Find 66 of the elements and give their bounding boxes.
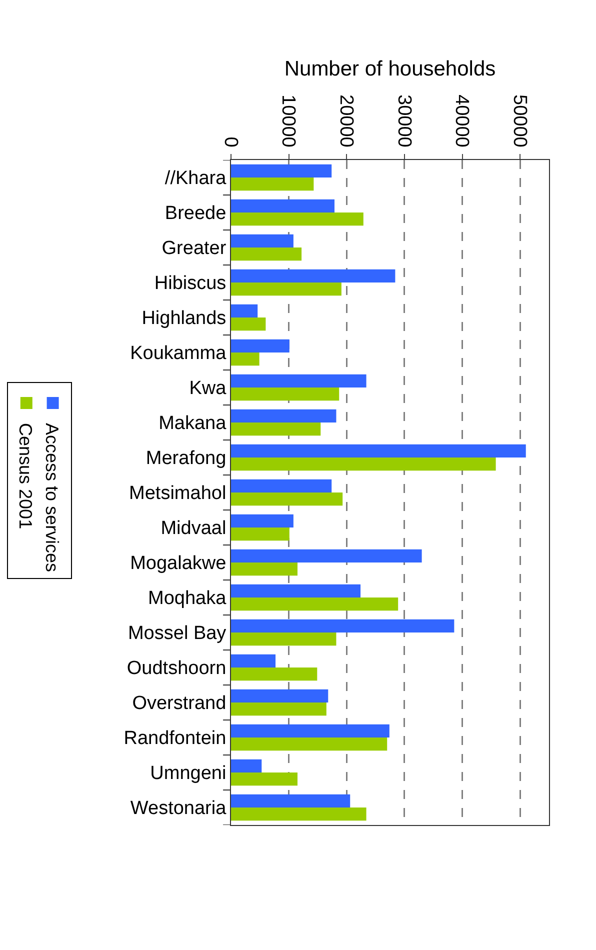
x-tick-label: 0 — [220, 136, 241, 148]
y-tick-label: Midvaal — [160, 518, 226, 540]
bar — [231, 164, 332, 178]
bar — [231, 514, 294, 528]
y-tick-label: Metsimahol — [129, 483, 226, 504]
bar — [231, 794, 350, 808]
bar — [231, 212, 364, 226]
bar — [231, 619, 454, 632]
bar — [231, 654, 276, 668]
x-tick-label: 40000 — [451, 94, 472, 148]
legend-label: Access to services — [42, 423, 62, 572]
y-tick-label: Breede — [164, 203, 226, 224]
y-tick-label: Merafong — [146, 448, 226, 470]
y-tick-label: Koukamma — [130, 343, 227, 364]
bar — [231, 374, 366, 388]
bar — [231, 562, 298, 576]
y-tick-label: Overstrand — [132, 693, 226, 714]
bar — [231, 738, 388, 751]
bar — [231, 632, 336, 646]
bar — [231, 772, 298, 786]
bar — [231, 234, 294, 248]
bar — [231, 808, 366, 821]
bar — [231, 759, 262, 772]
y-tick-label: Umngeni — [150, 763, 226, 784]
x-axis-title: Number of households — [284, 58, 496, 81]
bar — [231, 199, 334, 212]
bar — [231, 549, 422, 562]
bar — [231, 724, 390, 738]
x-tick-label: 10000 — [278, 94, 299, 148]
bar — [231, 339, 290, 352]
bar — [231, 178, 314, 191]
bar — [231, 668, 318, 681]
y-tick-label: Mogalakwe — [130, 553, 226, 574]
y-tick-label: Greater — [162, 238, 227, 260]
bar — [231, 304, 258, 318]
bar — [231, 282, 342, 296]
bar — [231, 584, 361, 598]
y-tick-label: Kwa — [189, 378, 227, 400]
bar — [231, 702, 326, 716]
y-tick-label: Hibiscus — [154, 273, 226, 294]
bar — [231, 269, 396, 282]
y-tick-label: Mossel Bay — [128, 623, 227, 644]
bar — [231, 318, 266, 331]
bar — [231, 458, 496, 471]
y-tick-label: Oudtshoorn — [126, 658, 226, 680]
bar — [231, 528, 290, 541]
bar — [231, 492, 343, 506]
bar — [231, 409, 336, 422]
y-tick-label: Moqhaka — [148, 588, 227, 610]
bar — [231, 422, 321, 436]
y-tick-label: //Khara — [164, 168, 227, 190]
y-tick-label: Makana — [158, 413, 227, 434]
x-tick-label: 30000 — [393, 94, 414, 148]
bar — [231, 352, 260, 366]
y-tick-label: Westonaria — [130, 798, 227, 820]
bar — [231, 248, 302, 261]
legend-label: Census 2001 — [15, 423, 36, 530]
bar — [231, 479, 332, 492]
bar — [231, 689, 328, 702]
bar — [231, 444, 526, 458]
x-tick-label: 20000 — [335, 94, 356, 148]
bar — [231, 388, 340, 401]
y-tick-label: Randfontein — [124, 728, 226, 750]
y-tick-label: Highlands — [142, 308, 226, 330]
x-tick-label: 50000 — [508, 94, 530, 148]
bar — [231, 598, 398, 611]
